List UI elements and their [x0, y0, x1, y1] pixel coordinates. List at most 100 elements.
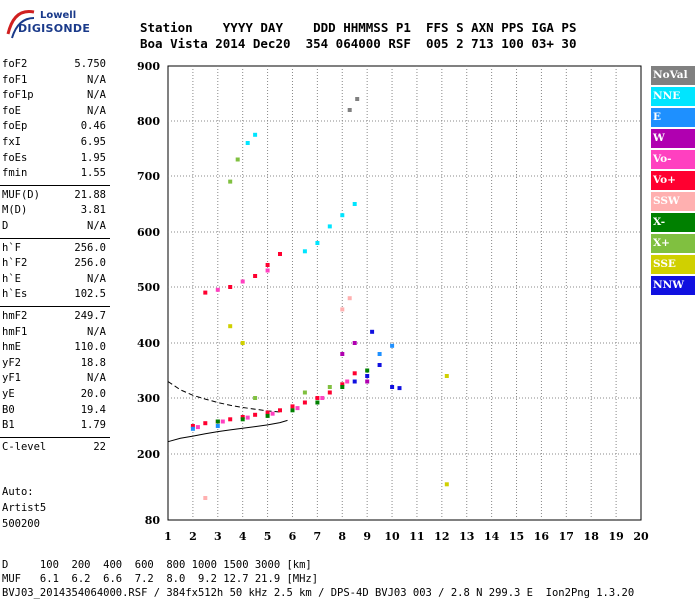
data-point-vo- — [345, 379, 350, 384]
param-key: foEs — [2, 151, 28, 164]
param-value: 19.4 — [80, 403, 106, 416]
data-point-noval — [347, 108, 352, 112]
data-point-vo- — [265, 410, 270, 415]
legend-item: SSW — [651, 192, 695, 211]
data-point-ssw — [203, 496, 208, 500]
x-tick-label: 13 — [459, 530, 474, 543]
legend-item: W — [651, 129, 695, 148]
data-point-nne — [302, 249, 307, 254]
param-key: B1 — [2, 419, 15, 432]
param-row: foF1p N/A — [2, 89, 108, 105]
param-row: foEp 0.46 — [2, 120, 108, 136]
y-tick-label: 600 — [137, 226, 160, 239]
data-point-vo- — [228, 285, 233, 289]
x-tick-label: 10 — [384, 530, 400, 543]
param-value: 20.0 — [80, 388, 106, 400]
param-value: 1.95 — [80, 151, 106, 164]
legend-item: E — [651, 108, 695, 127]
data-point-x- — [327, 385, 332, 389]
data-point-vo- — [220, 419, 225, 424]
data-point-nnw — [352, 379, 357, 384]
data-point-vo- — [240, 415, 245, 419]
param-row: B0 19.4 — [2, 404, 108, 420]
param-separator — [0, 436, 110, 438]
param-key: hmE — [2, 341, 21, 354]
data-point-vo- — [352, 371, 357, 376]
logo-line1: Lowell — [40, 10, 77, 21]
footer-line2: MUF 6.1 6.2 6.6 7.2 8.0 9.2 12.7 21.9 [M… — [2, 573, 319, 585]
param-row: M(D) 3.81 — [2, 204, 108, 220]
data-point-vo- — [302, 400, 307, 405]
data-point-x- — [235, 157, 240, 162]
legend-item: NoVal — [651, 66, 695, 85]
x-tick-label: 7 — [314, 530, 322, 543]
legend-item: X+ — [651, 234, 695, 253]
data-point-e — [390, 343, 395, 348]
data-point-x- — [228, 179, 233, 184]
data-point-x- — [340, 385, 345, 389]
param-key: foEp — [2, 120, 28, 133]
header-line2: Boa Vista 2014 Dec20 354 064000 RSF 005 … — [140, 36, 577, 51]
data-point-vo- — [190, 424, 195, 428]
param-key: foF1 — [2, 73, 28, 86]
x-tick-label: 6 — [289, 530, 297, 543]
param-key: fxI — [2, 136, 21, 148]
data-point-noval — [355, 97, 360, 101]
param-row: foEs 1.95 — [2, 152, 108, 168]
param-value: 110.0 — [74, 341, 106, 354]
param-row: hmE 110.0 — [2, 341, 108, 357]
data-point-vo- — [228, 417, 233, 422]
param-row: h`F 256.0 — [2, 242, 108, 258]
data-point-w — [340, 352, 345, 356]
param-key: D — [2, 220, 9, 232]
data-point-vo- — [270, 411, 275, 416]
data-point-vo- — [253, 274, 258, 278]
param-row: C-level 22 — [2, 441, 108, 457]
x-tick-label: 4 — [239, 530, 247, 543]
param-value: N/A — [87, 89, 106, 102]
param-key: hmF2 — [2, 310, 28, 322]
data-point-nnw — [365, 374, 370, 378]
param-value: 102.5 — [74, 288, 106, 301]
param-key: h`F — [2, 241, 21, 254]
legend: NoVal NNE E W Vo- Vo+ SSW X- X+ SSE NNW — [651, 66, 695, 297]
param-value: 3.81 — [80, 204, 106, 217]
x-tick-label: 15 — [509, 530, 524, 543]
param-row: yF1 N/A — [2, 372, 108, 388]
param-row: yE 20.0 — [2, 388, 108, 404]
data-point-nne — [352, 202, 357, 206]
data-point-e — [190, 426, 195, 431]
data-point-vo- — [215, 287, 220, 292]
param-key: hmF1 — [2, 325, 28, 338]
x-tick-label: 14 — [484, 530, 500, 543]
param-row: h`E N/A — [2, 273, 108, 289]
x-tick-label: 17 — [559, 530, 574, 543]
data-point-x- — [215, 419, 220, 424]
data-point-vo- — [340, 382, 345, 387]
data-point-w — [352, 341, 357, 345]
y-tick-label: 800 — [137, 115, 160, 128]
data-point-nnw — [390, 385, 395, 389]
x-tick-label: 9 — [363, 530, 371, 543]
param-value: N/A — [87, 272, 106, 285]
logo-line2: DIGISONDE — [18, 22, 91, 35]
param-row: D N/A — [2, 220, 108, 236]
data-point-nne — [340, 213, 345, 218]
param-row: hmF1 N/A — [2, 326, 108, 342]
data-point-ssw — [340, 307, 345, 312]
artist-info: Auto: Artist5 500200 — [2, 484, 46, 532]
data-point-nne — [315, 241, 320, 245]
data-point-x- — [315, 400, 320, 405]
x-tick-label: 3 — [214, 530, 222, 543]
legend-item: NNE — [651, 87, 695, 106]
param-row: foE N/A — [2, 105, 108, 121]
data-point-vo- — [253, 412, 258, 417]
data-point-vo- — [265, 268, 270, 273]
y-tick-label: 500 — [137, 281, 160, 294]
param-separator — [0, 184, 110, 186]
data-point-ssw — [347, 296, 352, 301]
param-value: 249.7 — [74, 310, 106, 322]
param-row: fxI 6.95 — [2, 136, 108, 152]
data-point-vo- — [195, 425, 200, 430]
